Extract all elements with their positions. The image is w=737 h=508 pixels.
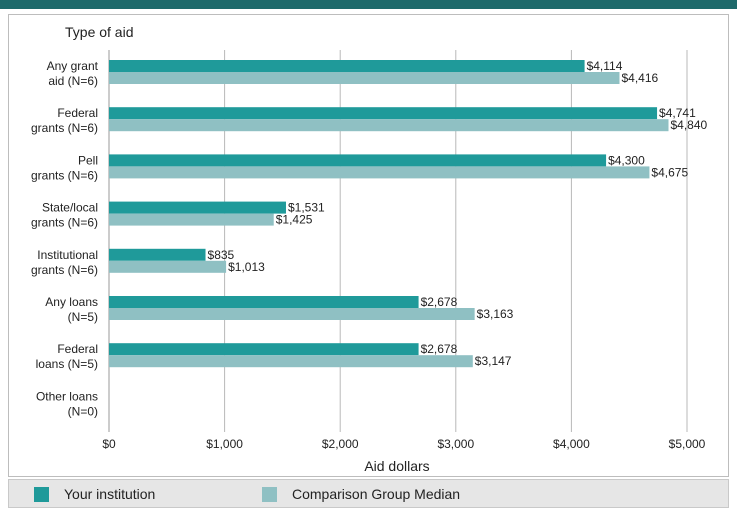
- data-label: $4,416: [621, 71, 658, 85]
- data-label: $2,678: [421, 295, 458, 309]
- header-bar: [0, 0, 737, 9]
- bar-comparison-median: [109, 72, 620, 84]
- bar-your-institution: [109, 201, 286, 214]
- category-label: loans (N=5): [36, 357, 98, 371]
- category-label: Other loans: [36, 389, 98, 403]
- legend-label-comparison-median: Comparison Group Median: [292, 486, 461, 502]
- bar-comparison-median: [109, 355, 473, 368]
- legend-swatch-your-institution: [34, 487, 49, 502]
- data-label: $835: [208, 248, 235, 262]
- data-label: $1,013: [228, 260, 265, 274]
- data-label: $4,741: [659, 106, 696, 120]
- category-label: Federal: [57, 106, 98, 120]
- category-label: (N=0): [68, 404, 98, 418]
- data-label: $3,163: [477, 307, 514, 321]
- x-tick-label: $5,000: [669, 437, 706, 451]
- category-label: grants (N=6): [31, 121, 98, 135]
- data-label: $1,531: [288, 201, 325, 215]
- bar-comparison-median: [109, 119, 669, 132]
- data-label: $4,300: [608, 153, 645, 167]
- labels: $0 $1,000 $2,000 $3,000 $4,000 $5,000 Any gran…: [31, 59, 708, 451]
- data-label: $4,114: [587, 59, 623, 73]
- bar-your-institution: [109, 60, 585, 72]
- category-label: Pell: [78, 153, 98, 167]
- category-label: grants (N=6): [31, 263, 98, 277]
- category-label: Any grant: [47, 59, 99, 73]
- plot-area: [8, 14, 729, 477]
- bar-comparison-median: [109, 213, 274, 226]
- category-label: aid (N=6): [48, 74, 98, 88]
- data-label: $3,147: [475, 354, 512, 368]
- category-label: (N=5): [68, 310, 98, 324]
- legend-label-your-institution: Your institution: [64, 486, 156, 502]
- category-label: grants (N=6): [31, 168, 98, 182]
- x-axis-title: Aid dollars: [364, 458, 429, 474]
- y-axis-title: Type of aid: [65, 24, 134, 40]
- category-label: Institutional: [37, 248, 98, 262]
- bar-your-institution: [109, 154, 607, 167]
- bar-comparison-median: [109, 308, 475, 320]
- legend-swatch-comparison-median: [262, 487, 277, 502]
- data-label: $4,675: [651, 165, 688, 179]
- data-label: $4,840: [671, 118, 708, 132]
- category-label: State/local: [42, 201, 98, 215]
- category-label: grants (N=6): [31, 216, 98, 230]
- data-label: $2,678: [421, 342, 458, 356]
- category-label: Any loans: [45, 295, 98, 309]
- bar-your-institution: [109, 343, 419, 356]
- bar-your-institution: [109, 296, 419, 308]
- bar-comparison-median: [109, 166, 650, 179]
- x-tick-label: $1,000: [206, 437, 243, 451]
- category-label: Federal: [57, 342, 98, 356]
- bars: [109, 60, 669, 368]
- x-tick-label: $4,000: [553, 437, 590, 451]
- x-tick-label: $2,000: [322, 437, 359, 451]
- x-tick-label: $0: [102, 437, 116, 451]
- bar-comparison-median: [109, 260, 227, 273]
- x-tick-label: $3,000: [437, 437, 474, 451]
- legend: Your institution Comparison Group Median: [8, 479, 729, 508]
- bar-your-institution: [109, 248, 206, 261]
- data-label: $1,425: [276, 213, 313, 227]
- bar-your-institution: [109, 107, 658, 120]
